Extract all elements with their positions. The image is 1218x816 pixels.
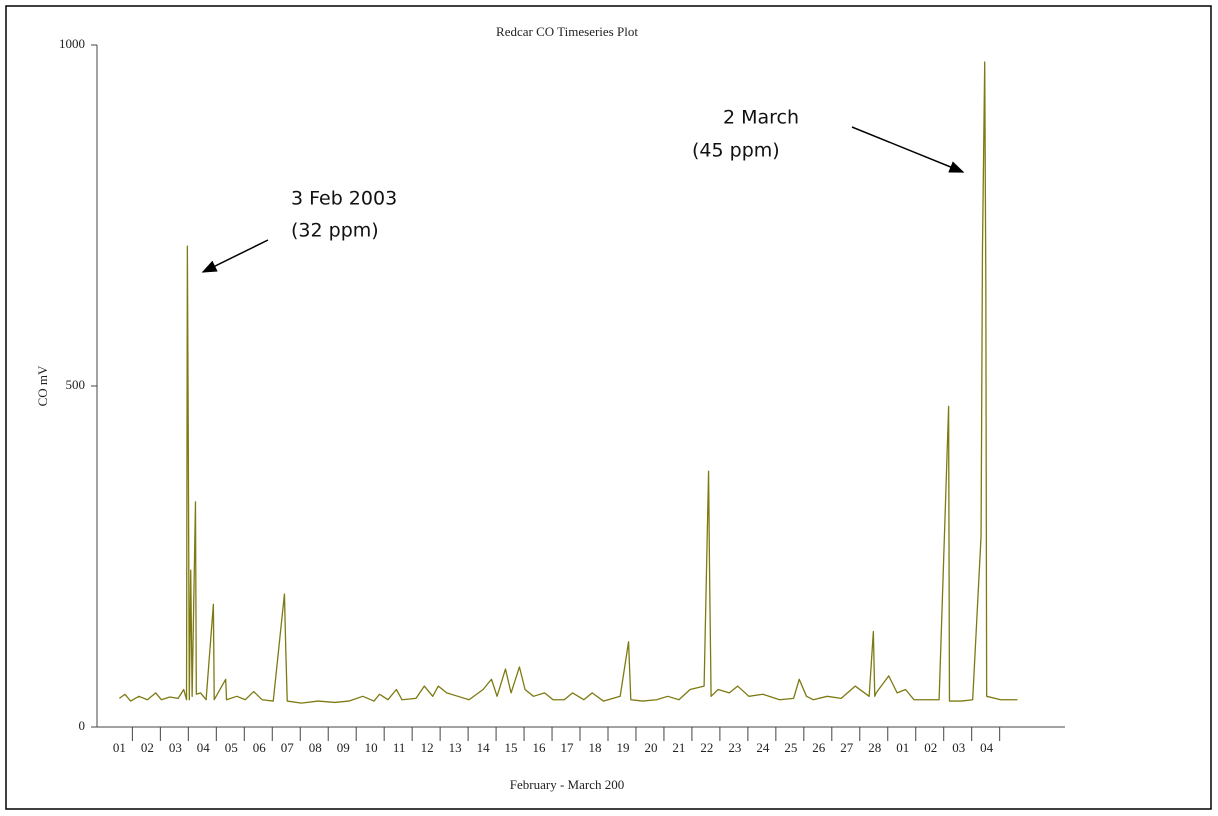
- x-tick-label: 19: [616, 740, 629, 755]
- x-tick-label: 11: [393, 740, 406, 755]
- x-tick-label: 24: [756, 740, 770, 755]
- x-tick-label: 18: [588, 740, 601, 755]
- annotation-arrow: [851, 126, 965, 173]
- chart-title: Redcar CO Timeseries Plot: [496, 24, 638, 39]
- x-tick-label: 10: [365, 740, 378, 755]
- y-tick-label: 0: [79, 718, 86, 733]
- x-tick-label: 04: [197, 740, 211, 755]
- frame: [5, 5, 1212, 810]
- x-tick-label: 28: [868, 740, 881, 755]
- x-tick-label: 02: [924, 740, 937, 755]
- x-tick-label: 27: [840, 740, 854, 755]
- x-tick-label: 26: [812, 740, 826, 755]
- x-tick-label: 23: [728, 740, 741, 755]
- y-tick-label: 500: [66, 377, 86, 392]
- x-tick-label: 01: [113, 740, 126, 755]
- x-tick-label: 21: [672, 740, 685, 755]
- x-tick-label: 15: [505, 740, 518, 755]
- x-tick-label: 09: [337, 740, 350, 755]
- annotation: (45 ppm): [692, 140, 780, 162]
- x-tick-label: 01: [896, 740, 909, 755]
- x-tick-label: 03: [169, 740, 182, 755]
- annotation: 3 Feb 2003: [291, 188, 397, 210]
- x-tick-label: 25: [784, 740, 797, 755]
- y-tick-label: 1000: [59, 36, 85, 51]
- x-tick-label: 07: [281, 740, 295, 755]
- x-tick-label: 05: [225, 740, 238, 755]
- x-tick-label: 17: [561, 740, 575, 755]
- x-tick-label: 08: [309, 740, 322, 755]
- x-axis-label: February - March 200: [510, 777, 624, 792]
- x-tick-label: 03: [952, 740, 965, 755]
- x-tick-label: 02: [141, 740, 154, 755]
- y-axis-label: CO mV: [35, 365, 50, 406]
- x-tick-label: 13: [449, 740, 462, 755]
- x-tick-label: 20: [644, 740, 657, 755]
- x-tick-label: 22: [700, 740, 713, 755]
- annotation: (32 ppm): [291, 220, 379, 242]
- x-tick-label: 12: [421, 740, 434, 755]
- x-tick-label: 14: [477, 740, 491, 755]
- annotation-arrow: [201, 239, 269, 273]
- x-tick-label: 06: [253, 740, 267, 755]
- data-line: [118, 61, 1018, 704]
- x-tick-label: 04: [980, 740, 994, 755]
- annotation: 2 March: [723, 107, 799, 129]
- x-tick-label: 16: [533, 740, 547, 755]
